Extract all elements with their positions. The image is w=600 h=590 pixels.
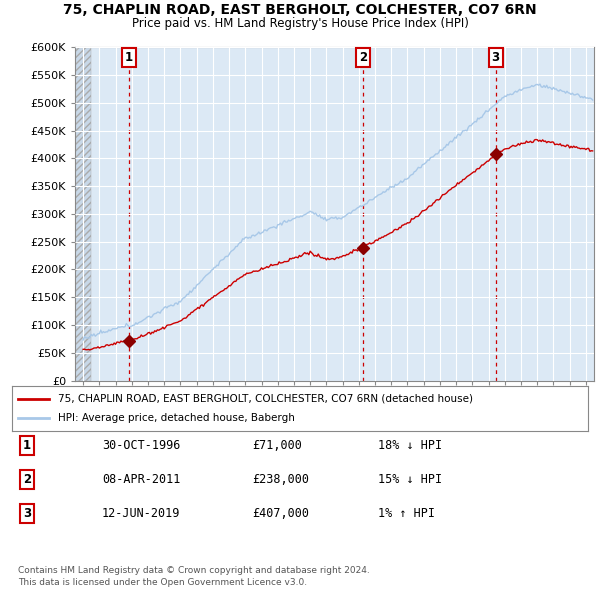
Text: Price paid vs. HM Land Registry's House Price Index (HPI): Price paid vs. HM Land Registry's House … (131, 17, 469, 30)
Text: 1: 1 (125, 51, 133, 64)
Text: 12-JUN-2019: 12-JUN-2019 (102, 507, 181, 520)
Text: £71,000: £71,000 (252, 439, 302, 452)
Text: £238,000: £238,000 (252, 473, 309, 486)
Text: 30-OCT-1996: 30-OCT-1996 (102, 439, 181, 452)
Text: 2: 2 (359, 51, 367, 64)
Text: 18% ↓ HPI: 18% ↓ HPI (378, 439, 442, 452)
Text: 15% ↓ HPI: 15% ↓ HPI (378, 473, 442, 486)
Text: 08-APR-2011: 08-APR-2011 (102, 473, 181, 486)
Text: 3: 3 (23, 507, 31, 520)
Text: 75, CHAPLIN ROAD, EAST BERGHOLT, COLCHESTER, CO7 6RN: 75, CHAPLIN ROAD, EAST BERGHOLT, COLCHES… (63, 3, 537, 17)
Text: Contains HM Land Registry data © Crown copyright and database right 2024.
This d: Contains HM Land Registry data © Crown c… (18, 566, 370, 587)
Text: HPI: Average price, detached house, Babergh: HPI: Average price, detached house, Babe… (58, 414, 295, 423)
Text: £407,000: £407,000 (252, 507, 309, 520)
Bar (75, 47, 91, 381)
Text: 2: 2 (23, 473, 31, 486)
Text: 1% ↑ HPI: 1% ↑ HPI (378, 507, 435, 520)
Text: 3: 3 (491, 51, 500, 64)
Text: 75, CHAPLIN ROAD, EAST BERGHOLT, COLCHESTER, CO7 6RN (detached house): 75, CHAPLIN ROAD, EAST BERGHOLT, COLCHES… (58, 394, 473, 404)
Text: 1: 1 (23, 439, 31, 452)
